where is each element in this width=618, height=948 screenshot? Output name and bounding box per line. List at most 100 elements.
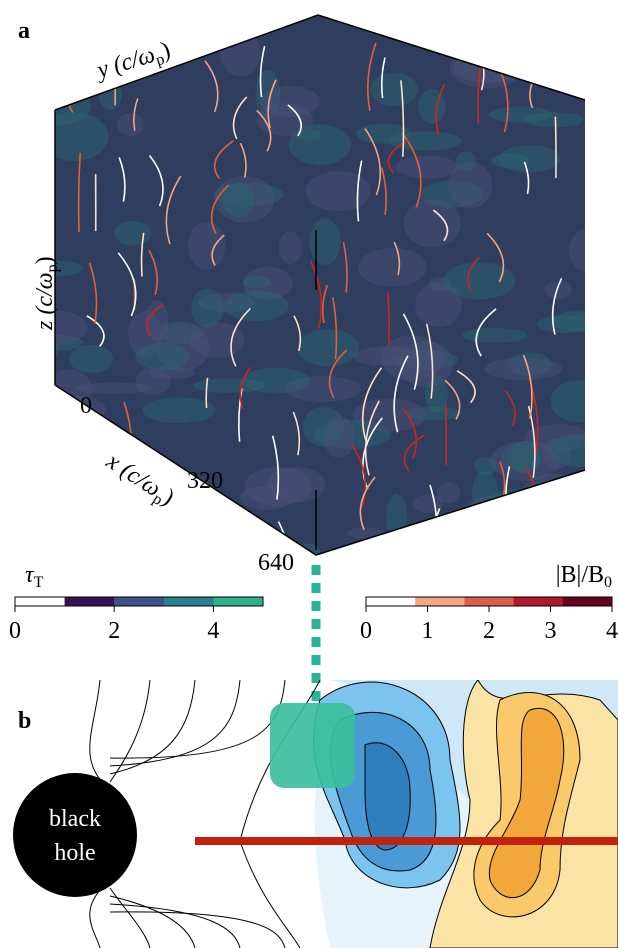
colorbar-segment	[415, 597, 465, 606]
texture	[528, 477, 585, 499]
field-line	[109, 887, 151, 948]
texture	[415, 282, 462, 328]
texture	[55, 310, 88, 346]
texture	[516, 70, 566, 81]
field-line	[293, 315, 302, 352]
colorbar-tick-label: 4	[606, 618, 618, 644]
label-part: (c/ω	[32, 272, 58, 320]
field-line	[432, 209, 449, 242]
colorbar-tick-label: 4	[207, 618, 219, 644]
texture	[541, 15, 570, 24]
field-line	[91, 416, 99, 483]
field-line	[364, 128, 382, 196]
cube-edges	[54, 14, 586, 556]
field-line	[109, 911, 286, 948]
texture	[508, 441, 541, 474]
field-line	[350, 443, 367, 508]
colorbar-tick-label: 3	[545, 618, 557, 644]
field-line	[256, 109, 272, 152]
texture	[550, 380, 585, 423]
texture	[352, 346, 422, 367]
texture	[471, 471, 499, 515]
texture	[491, 39, 530, 75]
texture	[55, 77, 74, 92]
panel-label: b	[18, 708, 31, 734]
field-line	[309, 260, 323, 329]
field-line	[444, 379, 461, 420]
texture	[98, 80, 122, 110]
field-line	[435, 83, 446, 135]
colorbar-segment	[562, 597, 613, 606]
texture	[483, 535, 561, 555]
texture	[135, 342, 190, 371]
field-line	[292, 411, 301, 456]
field-line	[211, 234, 225, 266]
field-line	[342, 241, 348, 293]
field-line	[356, 160, 363, 222]
texture	[413, 518, 467, 553]
texture	[243, 275, 271, 289]
field-line	[232, 96, 248, 140]
texture	[114, 220, 152, 246]
texture	[463, 494, 539, 533]
texture	[358, 247, 427, 287]
field-line	[148, 155, 164, 207]
field-line	[551, 277, 563, 335]
field-line	[403, 434, 425, 472]
field-line	[522, 354, 533, 419]
field-line	[391, 529, 405, 555]
field-line	[402, 407, 418, 459]
label-part: )	[32, 256, 58, 264]
field-line	[259, 45, 266, 98]
colorbar-segment	[464, 597, 515, 606]
field-line	[516, 512, 520, 555]
label-part: 0	[604, 574, 612, 591]
label-part: p	[44, 264, 61, 272]
field-line	[109, 903, 241, 948]
label-part: τ	[25, 562, 35, 588]
field-line	[230, 307, 251, 367]
field-line	[361, 367, 383, 446]
colorbar-segment	[163, 597, 214, 606]
cube	[54, 14, 586, 556]
panel-label: a	[18, 18, 30, 44]
field-line	[118, 157, 126, 202]
texture	[323, 415, 355, 459]
black-hole-label: black	[49, 806, 101, 832]
texture	[55, 15, 105, 34]
texture	[419, 526, 487, 545]
texture	[395, 155, 459, 179]
colorbar-tick-label: 2	[108, 618, 120, 644]
texture	[483, 357, 563, 381]
x-tick-label: 320	[187, 468, 223, 494]
label-part: (c/ω	[104, 42, 158, 81]
field-line	[456, 370, 476, 404]
texture	[536, 315, 585, 334]
field-line	[393, 355, 409, 433]
texture	[386, 494, 408, 541]
axis-label-z: z (c/ωp)	[32, 256, 61, 331]
texture	[370, 72, 418, 107]
field-line	[277, 521, 293, 555]
field-line	[554, 116, 557, 179]
texture	[55, 538, 63, 555]
field-line	[239, 142, 247, 178]
texture	[192, 378, 266, 393]
field-line	[239, 366, 252, 410]
texture	[559, 528, 583, 542]
field-line	[271, 435, 280, 500]
colorbar-label: τT	[25, 562, 44, 591]
texture	[69, 344, 114, 373]
field-line	[321, 284, 329, 324]
colorbar-segment	[513, 597, 564, 606]
field-line	[553, 482, 568, 555]
colorbar-segment	[213, 597, 264, 606]
texture	[355, 123, 411, 144]
field-line	[486, 232, 505, 283]
texture	[288, 124, 351, 166]
texture	[418, 88, 446, 124]
colorbar-tick-label: 0	[9, 618, 21, 644]
colorbar-frame	[14, 596, 264, 607]
texture	[549, 434, 585, 467]
